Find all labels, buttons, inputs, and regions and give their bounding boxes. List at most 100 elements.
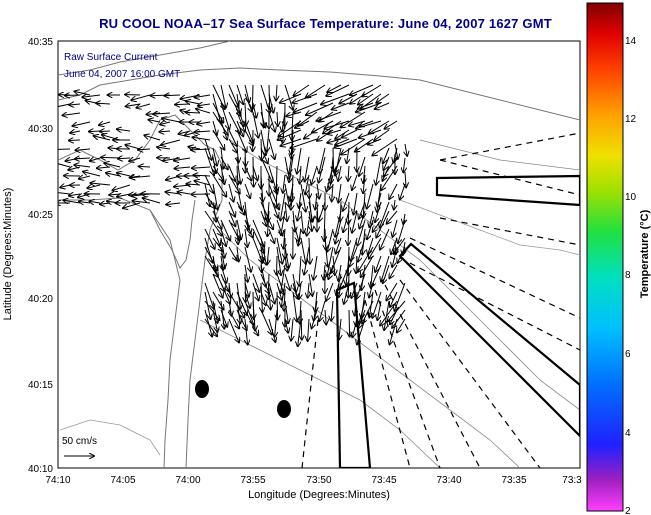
current-vector [293, 210, 295, 232]
current-vector [212, 111, 228, 135]
current-vector [83, 172, 101, 177]
current-vector [89, 131, 101, 132]
current-vector [244, 282, 249, 297]
current-vector [284, 84, 293, 110]
colorbar-label: Temperature (°C) [639, 209, 651, 298]
current-vector [290, 138, 318, 148]
current-vector [324, 264, 325, 280]
current-vector [204, 228, 215, 249]
current-vector [338, 183, 341, 203]
current-vector [268, 201, 270, 222]
current-vector [220, 228, 226, 246]
current-vector [175, 104, 191, 105]
current-vector [348, 219, 349, 245]
y-axis-label: Latitude (Degrees:Minutes) [2, 188, 14, 321]
current-vector [291, 318, 293, 341]
current-vector [380, 228, 390, 250]
current-vector [358, 237, 366, 262]
current-vector [308, 273, 312, 296]
current-vector [387, 210, 398, 224]
current-vector [63, 113, 81, 115]
current-vector [277, 255, 278, 275]
current-vector [374, 129, 390, 141]
y-tick-label: 40:10 [28, 464, 53, 475]
current-vector [316, 111, 342, 121]
current-vector [284, 246, 289, 268]
current-vector [395, 143, 398, 159]
current-vector [195, 95, 211, 98]
current-vector [58, 148, 71, 150]
current-vector [375, 255, 382, 272]
current-vector [245, 318, 248, 345]
current-vector [380, 201, 390, 227]
current-vector [276, 84, 277, 101]
current-vector [212, 201, 216, 222]
current-vector [112, 184, 131, 190]
current-vector [383, 264, 390, 283]
current-vector [275, 309, 277, 337]
current-vector [58, 103, 71, 108]
bathy-contour-6 [59, 419, 161, 456]
inlet-shoreline [149, 199, 196, 269]
current-vector [63, 200, 81, 203]
current-vector [284, 291, 285, 311]
bathy-contour-4 [419, 139, 580, 171]
current-vector [204, 174, 214, 193]
current-vector [280, 93, 302, 103]
current-vector [236, 309, 247, 330]
buoy-marker-1 [195, 380, 209, 398]
current-vector [157, 147, 171, 149]
current-vector [228, 183, 234, 202]
current-vector [356, 273, 366, 299]
current-vector [281, 282, 286, 307]
radar-sector-lines [301, 132, 580, 468]
current-vector [60, 185, 71, 187]
current-vector [252, 165, 258, 180]
current-vector [315, 192, 317, 209]
current-vector [69, 140, 81, 141]
current-vector [299, 282, 301, 299]
current-vector [325, 309, 326, 324]
current-vector [285, 255, 287, 271]
current-vector [347, 147, 349, 163]
current-vector [228, 111, 240, 133]
colorbar-gradient [586, 2, 624, 512]
current-vector [204, 255, 218, 277]
x-tick-label: 74:05 [110, 475, 135, 486]
current-vector [261, 246, 263, 261]
current-vector [284, 273, 290, 290]
current-vector [298, 318, 302, 346]
current-vector [326, 84, 350, 96]
current-vector [319, 201, 326, 222]
current-vector [237, 246, 239, 261]
current-vector [281, 264, 286, 293]
current-vector [130, 176, 151, 178]
x-tick-label: 73:35 [501, 475, 526, 486]
current-vector [380, 300, 398, 326]
current-vector [280, 192, 286, 220]
y-tick-label: 40:15 [28, 380, 53, 391]
current-vector [307, 219, 309, 236]
current-vector [352, 174, 358, 190]
current-vector [293, 273, 296, 292]
current-vector [220, 165, 224, 184]
current-vector [327, 228, 334, 252]
colorbar-tick: 12 [625, 114, 637, 125]
map-title: RU COOL NOAA–17 Sea Surface Temperature:… [99, 16, 552, 31]
current-vector [291, 192, 293, 210]
current-vector [70, 131, 81, 133]
current-vector [191, 149, 211, 150]
current-vector [362, 84, 382, 96]
current-vector [136, 103, 151, 108]
current-vector [260, 192, 266, 220]
current-vector [389, 183, 398, 199]
current-vector [143, 198, 161, 204]
current-vector [305, 156, 310, 181]
current-vector [390, 291, 398, 307]
current-vector [162, 118, 181, 123]
current-vector [286, 111, 302, 116]
current-vector [117, 129, 131, 131]
current-vector [97, 167, 111, 168]
current-vector [283, 174, 285, 193]
current-vector [369, 282, 374, 297]
